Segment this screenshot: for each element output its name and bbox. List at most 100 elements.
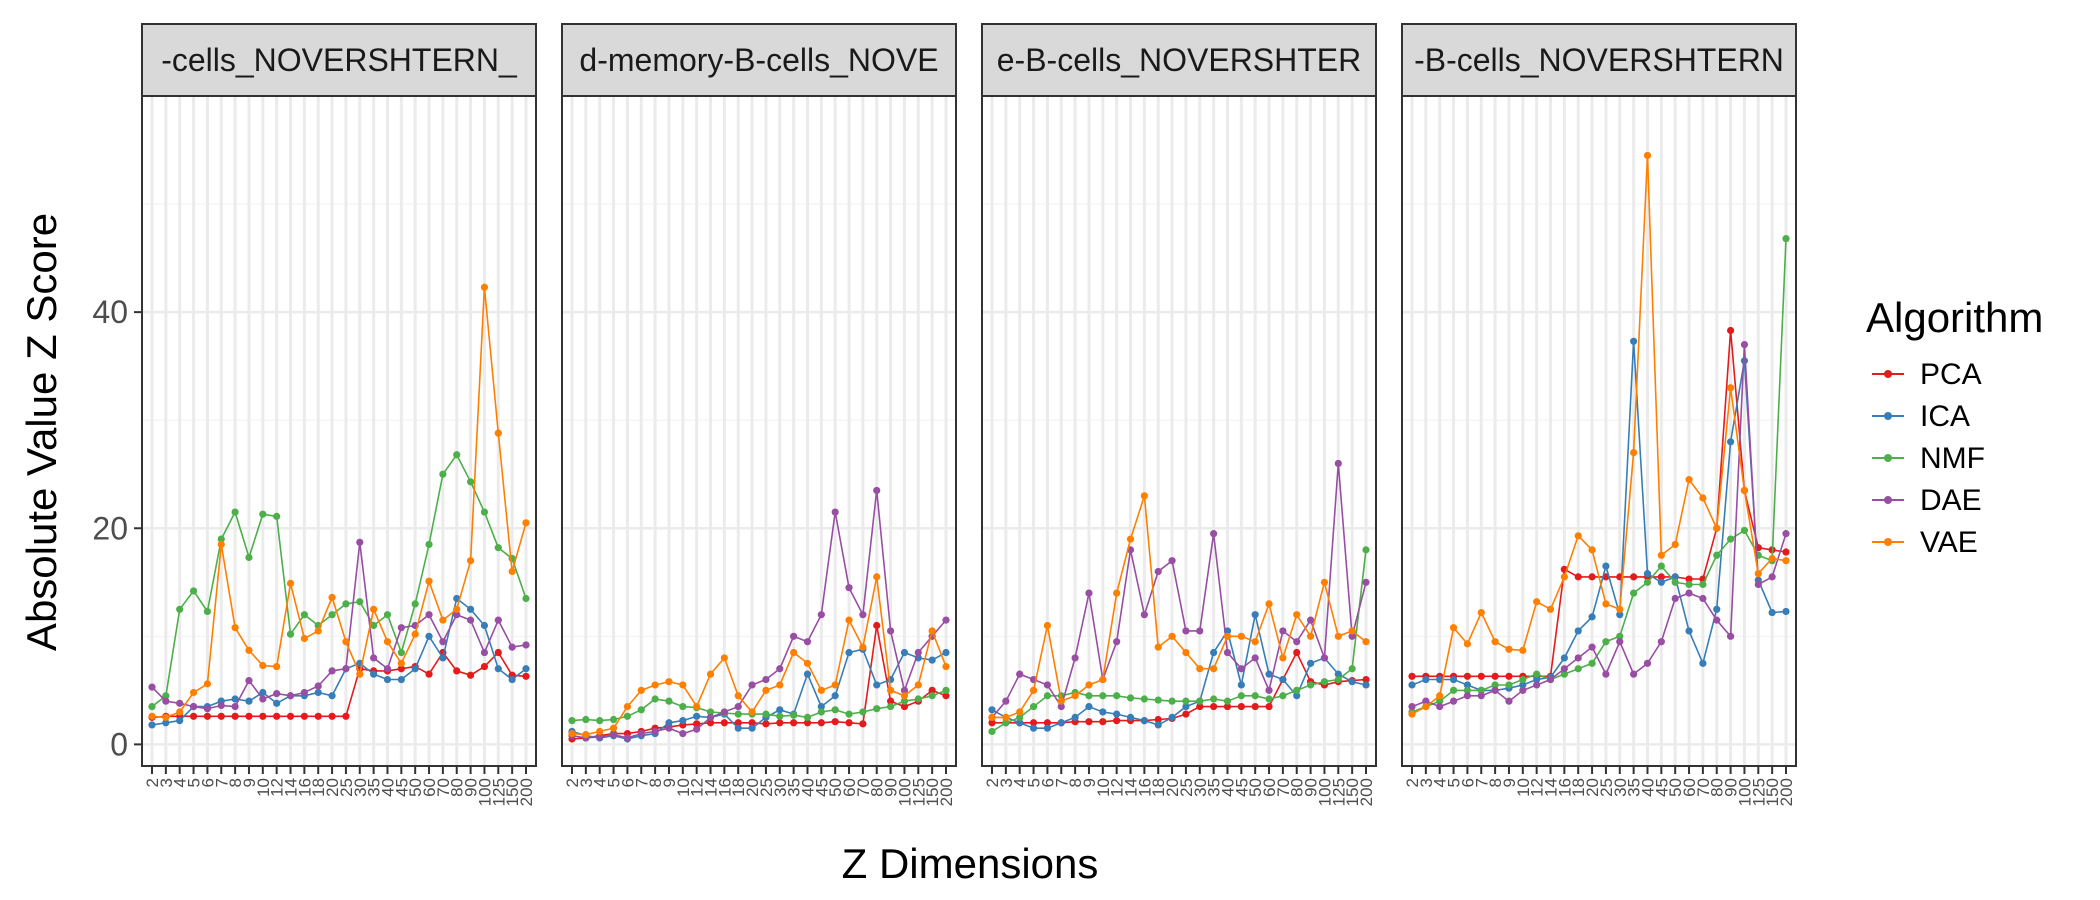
- data-point-vae: [609, 724, 618, 732]
- data-point-vae: [988, 713, 996, 721]
- series-line-dae: [1411, 344, 1787, 708]
- data-point-nmf: [623, 712, 632, 720]
- data-point-pca: [259, 712, 267, 720]
- data-point-nmf: [1657, 562, 1665, 570]
- data-point-nmf: [1016, 713, 1024, 721]
- data-point-vae: [803, 659, 812, 667]
- data-point-ica: [748, 724, 756, 732]
- series-line-pca: [151, 651, 527, 719]
- data-point-vae: [494, 429, 502, 437]
- data-point-pca: [706, 719, 715, 727]
- data-point-dae: [1505, 697, 1513, 705]
- data-point-nmf: [596, 717, 604, 725]
- x-tick-label: 45: [1652, 778, 1671, 797]
- data-point-dae: [886, 627, 895, 635]
- x-tick-label: 60: [420, 778, 439, 797]
- data-point-vae: [748, 708, 756, 716]
- data-point-vae: [1085, 681, 1093, 689]
- y-tick-label: 0: [110, 726, 128, 762]
- data-point-nmf: [1602, 638, 1610, 646]
- data-point-vae: [1422, 702, 1430, 711]
- data-point-vae: [1505, 645, 1513, 653]
- data-point-dae: [1560, 665, 1568, 673]
- data-point-ica: [1043, 724, 1052, 732]
- data-point-ica: [425, 632, 433, 640]
- data-point-vae: [1533, 598, 1541, 606]
- data-point-vae: [383, 638, 392, 646]
- x-tick-label: 100: [1735, 778, 1754, 806]
- data-point-ica: [439, 654, 447, 662]
- data-point-nmf: [1782, 235, 1790, 243]
- series-line-nmf: [151, 453, 527, 708]
- x-tick-label: 20: [1163, 778, 1182, 797]
- data-point-vae: [1546, 605, 1555, 613]
- data-point-nmf: [1533, 670, 1541, 678]
- data-point-dae: [1071, 654, 1079, 662]
- x-tick-label: 16: [295, 778, 314, 797]
- data-point-ica: [1251, 611, 1259, 619]
- x-tick-label: 80: [1288, 778, 1307, 797]
- data-point-ica: [1671, 573, 1679, 581]
- data-point-nmf: [817, 708, 825, 716]
- x-tick-label: 200: [517, 778, 536, 806]
- data-point-vae: [1223, 632, 1232, 640]
- data-point-vae: [203, 680, 212, 688]
- data-point-nmf: [1505, 681, 1513, 689]
- x-tick-label: 60: [1260, 778, 1279, 797]
- data-point-vae: [1671, 540, 1679, 549]
- data-point-ica: [162, 719, 170, 727]
- data-point-vae: [623, 702, 632, 711]
- x-tick-label: 7: [632, 778, 651, 787]
- data-point-dae: [1265, 686, 1273, 694]
- data-point-ica: [1071, 713, 1079, 721]
- data-point-vae: [1099, 675, 1107, 684]
- x-tick-label: 5: [185, 778, 204, 787]
- data-point-dae: [1630, 670, 1638, 678]
- data-point-dae: [480, 648, 489, 657]
- x-tick-label: 10: [674, 778, 693, 797]
- data-point-nmf: [1699, 580, 1707, 589]
- data-point-dae: [776, 665, 784, 673]
- data-point-dae: [300, 688, 308, 697]
- data-point-vae: [1071, 692, 1079, 700]
- data-point-vae: [1699, 494, 1707, 502]
- data-point-vae: [439, 616, 447, 624]
- data-point-vae: [568, 729, 576, 738]
- data-point-ica: [1768, 608, 1776, 617]
- x-tick-label: 50: [1666, 778, 1685, 797]
- data-point-vae: [679, 681, 687, 689]
- data-point-nmf: [1154, 696, 1162, 704]
- data-point-pca: [522, 672, 530, 680]
- data-point-dae: [1491, 686, 1499, 694]
- data-point-nmf: [1265, 695, 1273, 703]
- x-tick-label: 150: [923, 778, 942, 806]
- x-tick-label: 90: [1302, 778, 1321, 797]
- x-tick-label: 60: [1680, 778, 1699, 797]
- data-point-ica: [273, 699, 281, 707]
- x-tick-label: 25: [337, 778, 356, 797]
- data-point-vae: [1602, 600, 1610, 608]
- x-tick-label: 35: [785, 778, 804, 797]
- data-point-dae: [1546, 675, 1555, 684]
- data-point-dae: [859, 611, 867, 619]
- data-point-nmf: [1210, 695, 1218, 703]
- data-point-vae: [1279, 654, 1287, 662]
- x-tick-label: 35: [1625, 778, 1644, 797]
- data-point-ica: [1029, 724, 1038, 732]
- data-point-ica: [508, 675, 516, 684]
- data-point-dae: [1279, 627, 1287, 635]
- data-point-dae: [176, 699, 184, 707]
- strip-background: [561, 23, 957, 97]
- data-point-dae: [383, 665, 392, 673]
- data-point-ica: [1602, 562, 1610, 570]
- data-point-ica: [665, 719, 673, 727]
- panel-border: [1401, 95, 1797, 767]
- data-point-nmf: [1588, 659, 1596, 667]
- data-point-dae: [1519, 686, 1527, 694]
- x-tick-label: 4: [1431, 778, 1450, 787]
- data-point-pca: [1685, 575, 1693, 583]
- data-point-ica: [1574, 627, 1582, 635]
- data-point-nmf: [1306, 681, 1315, 689]
- data-point-ica: [148, 721, 156, 729]
- data-point-dae: [1671, 594, 1679, 603]
